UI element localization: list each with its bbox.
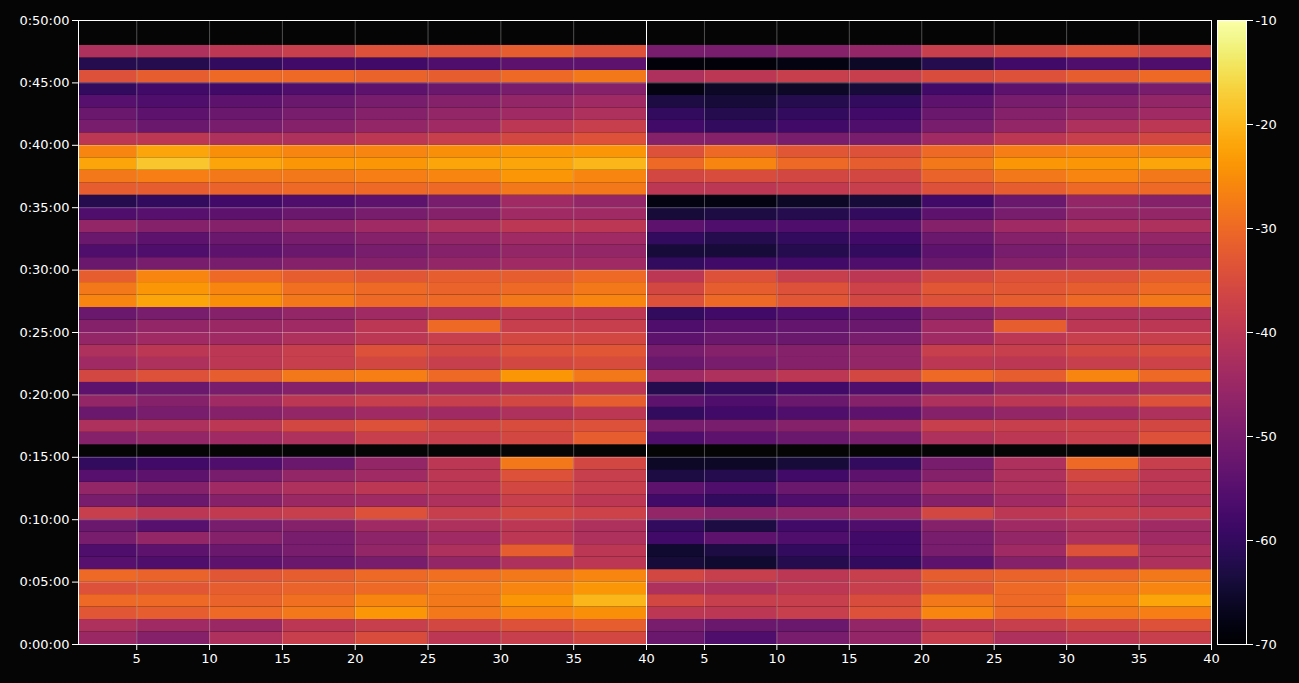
svg-text:-40: -40 — [1256, 325, 1277, 340]
svg-text:15: 15 — [841, 651, 858, 666]
svg-text:-70: -70 — [1256, 637, 1277, 652]
svg-text:40: 40 — [1203, 651, 1220, 666]
svg-text:35: 35 — [1131, 651, 1148, 666]
svg-text:30: 30 — [1058, 651, 1075, 666]
svg-text:25: 25 — [420, 651, 437, 666]
svg-text:-10: -10 — [1256, 13, 1277, 28]
svg-text:0:10:00: 0:10:00 — [19, 512, 69, 527]
svg-text:0:35:00: 0:35:00 — [19, 200, 69, 215]
svg-text:5: 5 — [133, 651, 141, 666]
svg-text:10: 10 — [769, 651, 786, 666]
svg-text:0:25:00: 0:25:00 — [19, 325, 69, 340]
svg-text:15: 15 — [274, 651, 291, 666]
svg-text:5: 5 — [700, 651, 708, 666]
svg-text:20: 20 — [347, 651, 364, 666]
svg-text:30: 30 — [493, 651, 510, 666]
svg-text:0:45:00: 0:45:00 — [19, 75, 69, 90]
svg-text:0:20:00: 0:20:00 — [19, 387, 69, 402]
svg-text:-30: -30 — [1256, 221, 1277, 236]
svg-text:-60: -60 — [1256, 533, 1277, 548]
svg-text:0:40:00: 0:40:00 — [19, 137, 69, 152]
svg-text:10: 10 — [201, 651, 218, 666]
svg-text:0:30:00: 0:30:00 — [19, 262, 69, 277]
svg-text:25: 25 — [986, 651, 1003, 666]
svg-text:0:05:00: 0:05:00 — [19, 574, 69, 589]
svg-text:0:15:00: 0:15:00 — [19, 449, 69, 464]
svg-text:0:00:00: 0:00:00 — [19, 637, 69, 652]
svg-text:-50: -50 — [1256, 429, 1277, 444]
svg-text:0:50:00: 0:50:00 — [19, 13, 69, 28]
svg-text:35: 35 — [565, 651, 582, 666]
svg-text:-20: -20 — [1256, 117, 1277, 132]
svg-text:40: 40 — [638, 651, 655, 666]
svg-text:20: 20 — [913, 651, 930, 666]
